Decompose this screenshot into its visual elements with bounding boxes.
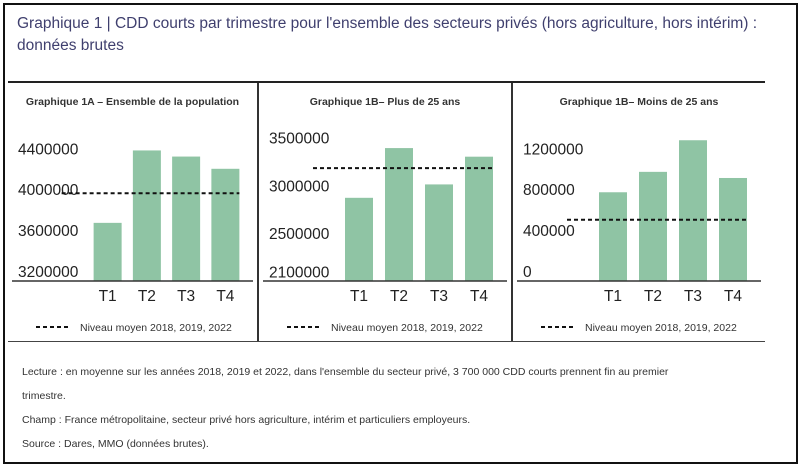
x-tick-label: T3 [430, 288, 448, 305]
bar-t1 [599, 192, 627, 281]
x-tick-label: T4 [216, 288, 234, 305]
bar-t1 [93, 222, 122, 281]
chart-1a: Graphique 1A – Ensemble de la population… [12, 96, 253, 334]
y-tick-label: 1200000 [523, 141, 584, 158]
bar-t2 [385, 148, 413, 281]
chart-panel-1a: Graphique 1A – Ensemble de la population… [8, 83, 257, 341]
bar-t2 [132, 150, 161, 281]
legend-label: Niveau moyen 2018, 2019, 2022 [331, 322, 483, 334]
chart-1b-plus-25: Graphique 1B– Plus de 25 ans 2100000 25000… [263, 96, 507, 334]
chart-title: Graphique 1A – Ensemble de la population [26, 96, 239, 108]
x-tick-label: T1 [604, 288, 622, 305]
note-champ: Champ : France métropolitaine, secteur p… [22, 414, 471, 426]
y-tick-label: 800000 [523, 182, 575, 199]
x-tick-label: T1 [350, 288, 368, 305]
x-tick-label: T3 [684, 288, 702, 305]
y-tick-label: 3200000 [18, 264, 79, 281]
y-tick-label: 2100000 [269, 264, 330, 281]
panel-divider [511, 83, 513, 341]
x-tick-label: T4 [724, 288, 742, 305]
y-tick-label: 2500000 [269, 226, 330, 243]
bar-t3 [425, 184, 453, 281]
bar-t4 [211, 168, 240, 281]
chart-panel-1b-plus: Graphique 1B– Plus de 25 ans 2100000 25000… [259, 83, 511, 341]
chart-title: Graphique 1B– Plus de 25 ans [310, 96, 461, 108]
note-source: Source : Dares, MMO (données brutes). [22, 438, 209, 450]
legend-label: Niveau moyen 2018, 2019, 2022 [585, 322, 737, 334]
y-tick-label: 3500000 [269, 131, 330, 148]
x-tick-label: T4 [470, 288, 488, 305]
y-tick-label: 3000000 [269, 178, 330, 195]
y-tick-label: 4400000 [18, 141, 79, 158]
panel-divider [257, 83, 259, 341]
chart-title: Graphique 1B– Moins de 25 ans [560, 96, 719, 108]
bar-t3 [679, 140, 707, 281]
note-lecture: Lecture : en moyenne sur les années 2018… [22, 366, 669, 378]
y-tick-label: 400000 [523, 223, 575, 240]
legend-label: Niveau moyen 2018, 2019, 2022 [80, 322, 232, 334]
chart-panel-1b-moins: Graphique 1B– Moins de 25 ans 0 400000 8000… [513, 83, 765, 341]
y-tick-label: 3600000 [18, 223, 79, 240]
chart-1b-moins-25: Graphique 1B– Moins de 25 ans 0 400000 8000… [517, 96, 761, 334]
bar-t1 [345, 197, 373, 281]
x-tick-label: T1 [99, 288, 117, 305]
x-tick-label: T2 [644, 288, 662, 305]
bar-t4 [465, 156, 493, 281]
bar-t4 [719, 177, 747, 281]
panels-top-border [8, 81, 765, 83]
y-tick-label: 0 [523, 264, 532, 281]
y-tick-label: 4000000 [18, 182, 79, 199]
panels-bottom-border [8, 341, 765, 342]
x-tick-label: T3 [177, 288, 195, 305]
bar-t2 [639, 171, 667, 281]
x-tick-label: T2 [138, 288, 156, 305]
bar-t3 [172, 156, 201, 281]
figure-title: Graphique 1 | CDD courts par trimestre p… [17, 15, 758, 54]
note-lecture-cont: trimestre. [22, 390, 66, 402]
x-tick-label: T2 [390, 288, 408, 305]
